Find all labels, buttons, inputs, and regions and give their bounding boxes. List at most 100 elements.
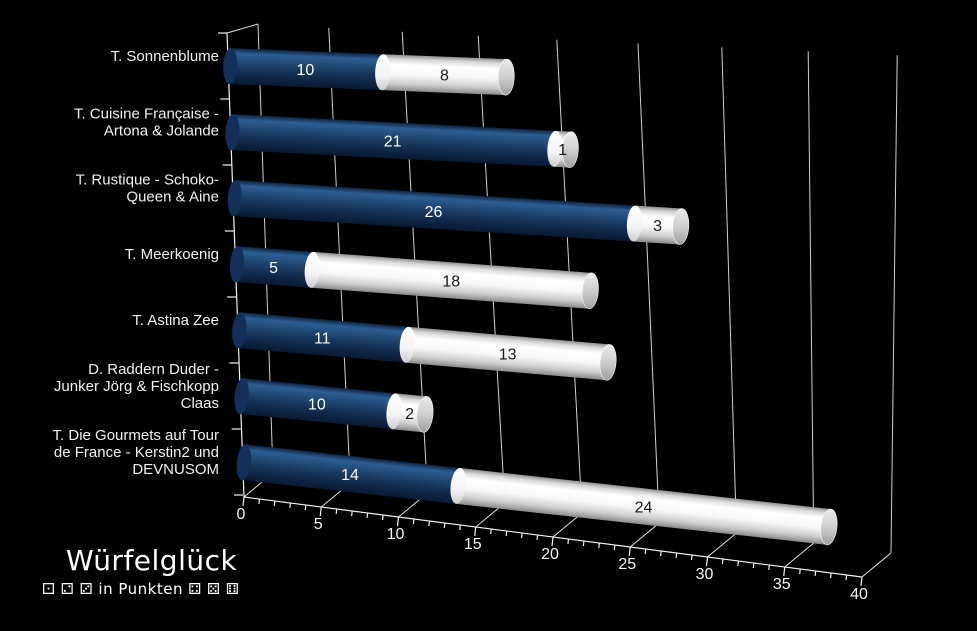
x-axis-minor-tick: [505, 530, 508, 537]
bar-junction-cap: [626, 205, 642, 242]
bar-junction-cap: [450, 468, 466, 504]
x-axis-major-tick: [860, 576, 863, 587]
bar-value-label: 2: [405, 406, 414, 423]
gridline: [890, 55, 898, 554]
x-tick-label: 0: [237, 506, 246, 523]
x-axis-minor-tick: [258, 498, 261, 505]
x-axis-minor-tick: [721, 558, 724, 565]
x-axis-minor-tick: [335, 508, 338, 515]
x-axis-minor-tick: [845, 574, 848, 581]
bar-segment-white: [456, 468, 831, 545]
x-tick-label: 40: [850, 586, 868, 603]
bars: [223, 48, 838, 546]
x-axis-minor-tick: [567, 538, 570, 545]
x-axis-minor-tick: [768, 564, 770, 571]
x-axis-major-tick: [474, 526, 477, 537]
bar-value-label: 8: [440, 68, 449, 85]
bar-end-cap: [497, 58, 515, 96]
bar-segment-blue: [227, 48, 384, 91]
x-axis-major-tick: [628, 546, 631, 557]
x-axis-minor-tick: [752, 562, 755, 569]
x-axis-minor-tick: [799, 568, 801, 575]
bar-value-label: 13: [499, 347, 517, 364]
bar-junction-cap: [547, 130, 563, 167]
x-tick-label: 35: [773, 576, 791, 593]
bar-start-cap: [225, 114, 240, 151]
bar-value-label: 24: [635, 499, 653, 516]
depth-line: [784, 542, 815, 568]
bar-value-label: 10: [296, 62, 314, 79]
category-label: T. Die Gourmets auf Tour de France - Kers…: [53, 427, 219, 478]
depth-line: [629, 522, 660, 548]
bar-start-cap: [234, 378, 249, 415]
x-axis-minor-tick: [289, 502, 291, 509]
x-axis-minor-tick: [443, 522, 446, 529]
x-tick-label: 5: [314, 516, 323, 533]
bar-junction-cap: [386, 393, 402, 430]
x-axis-minor-tick: [521, 532, 523, 539]
category-label: T. Sonnenblume: [111, 48, 219, 65]
bar-end-cap: [416, 396, 434, 433]
category-label: T. Meerkoenig: [125, 246, 219, 263]
bar-value-label: 3: [653, 218, 662, 235]
category-label: T. Astina Zee: [132, 312, 219, 329]
bar-end-cap: [561, 131, 579, 168]
x-tick-label: 15: [464, 536, 482, 553]
x-axis-minor-tick: [613, 544, 616, 551]
depth-line-top: [226, 23, 259, 34]
depth-line: [861, 552, 892, 578]
bar-segment-blue: [237, 378, 396, 430]
bar-row: [229, 246, 599, 310]
x-axis-major-tick: [396, 516, 400, 527]
x-axis-minor-tick: [598, 542, 600, 549]
gridline: [721, 47, 737, 534]
gridline: [807, 51, 815, 544]
x-axis-minor-tick: [490, 528, 492, 535]
bar-row: [236, 444, 838, 546]
title-block: Würfelglück ⚀ ⚁ ⚂ in Punkten ⚃ ⚄ ⚅: [42, 544, 239, 598]
x-tick-label: 30: [696, 566, 714, 583]
x-axis-minor-tick: [675, 552, 678, 559]
bar-start-cap: [232, 312, 247, 349]
x-axis-major-tick: [783, 566, 786, 577]
x-axis-minor-tick: [582, 540, 585, 547]
bar-value-labels: 10 8 21 1 26 3 5 18 11 13 10 2 14 24: [269, 62, 662, 516]
bar-value-label: 10: [308, 397, 326, 414]
bar-value-label: 11: [314, 330, 331, 347]
depth-line: [707, 532, 737, 558]
bar-row: [234, 378, 434, 433]
bar-junction-cap: [304, 251, 320, 288]
x-axis-minor-tick: [428, 520, 430, 527]
bar-row: [232, 312, 617, 381]
bar-start-cap: [223, 48, 238, 85]
bar-end-cap: [599, 344, 617, 381]
bar-segment-white: [405, 326, 610, 381]
bar-segment-white: [633, 205, 682, 245]
bar-segment-blue: [235, 312, 409, 363]
bar-segment-white: [310, 251, 592, 309]
x-axis-minor-tick: [366, 512, 369, 519]
x-tick-label: 10: [387, 526, 405, 543]
category-label: T. Cuisine Française -Artona & Jolande: [74, 106, 219, 140]
gridline: [637, 43, 660, 524]
category-label: T. Rustique - Schoko-Queen & Aine: [76, 172, 219, 206]
x-axis-minor-tick: [412, 518, 415, 525]
x-axis-minor-tick: [660, 550, 662, 557]
bar-value-label: 14: [341, 467, 359, 484]
x-axis-major-tick: [705, 556, 709, 567]
bar-segment-blue: [233, 246, 314, 288]
x-axis-minor-tick: [644, 548, 647, 555]
bar-row: [225, 114, 579, 168]
x-axis-minor-tick: [351, 510, 353, 517]
x-axis-minor-tick: [830, 572, 832, 579]
x-axis-major-tick: [551, 536, 554, 547]
bar-segment-blue: [231, 180, 636, 242]
bar-row: [227, 180, 690, 245]
bar-end-cap: [672, 208, 690, 245]
bar-start-cap: [227, 180, 242, 217]
x-axis-major-tick: [319, 506, 322, 517]
x-tick-label: 20: [541, 546, 559, 563]
bar-segment-blue: [239, 444, 461, 504]
bar-end-cap: [820, 508, 838, 546]
bar-junction-cap: [399, 326, 415, 363]
